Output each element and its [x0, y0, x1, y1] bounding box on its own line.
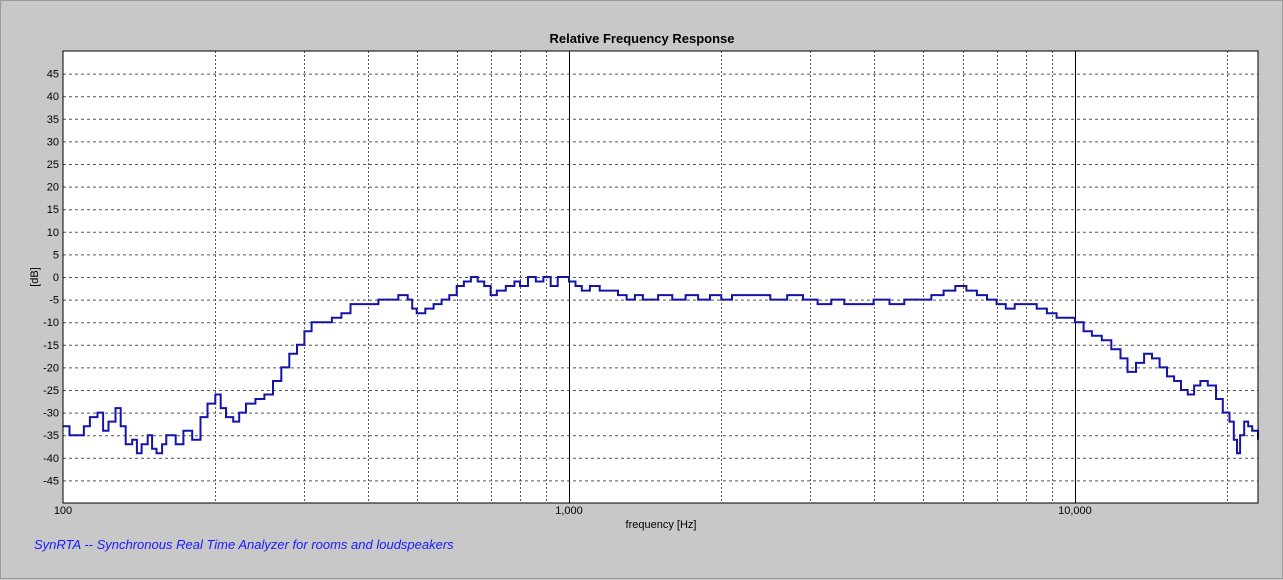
y-tick-label: -45: [43, 475, 59, 487]
y-tick-label: 25: [47, 159, 59, 171]
y-tick-label: -15: [43, 340, 59, 352]
y-tick-label: 5: [53, 249, 59, 261]
y-tick-label: -25: [43, 385, 59, 397]
y-tick-label: -20: [43, 362, 59, 374]
app-caption: SynRTA -- Synchronous Real Time Analyzer…: [34, 537, 454, 552]
y-tick-label: 15: [47, 204, 59, 216]
grid: [63, 51, 1258, 503]
chart-title: Relative Frequency Response: [550, 31, 735, 46]
y-tick-label: 30: [47, 136, 59, 148]
y-tick-label: -35: [43, 430, 59, 442]
response-trace: [63, 276, 1259, 455]
y-tick-label: 35: [47, 114, 59, 126]
y-tick-label: 10: [47, 227, 59, 239]
x-tick-label: 100: [54, 505, 72, 517]
y-tick-label: 0: [53, 272, 59, 284]
x-axis-label: frequency [Hz]: [626, 519, 697, 531]
x-axis-ticks: 100 1,000 10,000: [54, 505, 1092, 517]
y-axis-ticks: 45 40 35 30 25 20 15 10 5 0 -5 -10 -15 -20 -25 -30 -35 -4…: [43, 69, 59, 488]
x-tick-label: 10,000: [1058, 505, 1092, 517]
trace-layer: [63, 276, 1259, 455]
y-tick-label: 45: [47, 69, 59, 81]
y-tick-label: -30: [43, 408, 59, 420]
plot-frame: [62, 50, 1259, 504]
y-tick-label: -40: [43, 453, 59, 465]
y-tick-label: 40: [47, 91, 59, 103]
x-tick-label: 1,000: [555, 505, 583, 517]
y-tick-label: 20: [47, 182, 59, 194]
y-tick-label: -5: [49, 295, 59, 307]
y-axis-label: [dB]: [29, 267, 41, 287]
y-tick-label: -10: [43, 317, 59, 329]
